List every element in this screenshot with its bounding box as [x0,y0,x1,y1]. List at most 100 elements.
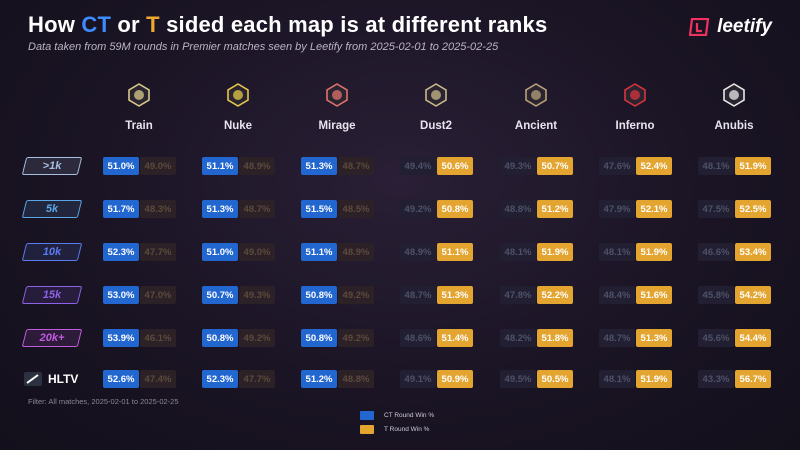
ct-win-cell: 50.8% [301,329,337,347]
filter-text: Filter: All matches, 2025-02-01 to 2025-… [28,397,179,406]
ct-win-cell: 48.1% [599,370,635,388]
t-win-cell: 47.4% [140,370,176,388]
map-header-nuke: Nuke [193,82,283,132]
t-win-cell: 51.8% [537,329,573,347]
t-win-cell: 48.3% [140,200,176,218]
ct-win-cell: 49.4% [400,157,436,175]
t-win-cell: 47.0% [140,286,176,304]
leetify-logo-icon [689,18,710,36]
t-win-cell: 48.5% [338,200,374,218]
ct-win-cell: 48.1% [500,243,536,261]
rank-label: 15k [42,289,62,301]
ct-win-cell: 50.7% [202,286,238,304]
ct-win-cell: 52.3% [103,243,139,261]
t-win-cell: 50.6% [437,157,473,175]
t-win-cell: 52.4% [636,157,672,175]
t-win-cell: 50.5% [537,370,573,388]
inferno-map-icon [624,83,646,107]
map-header-anubis: Anubis [689,82,779,132]
ct-win-cell: 49.5% [500,370,536,388]
t-win-cell: 50.8% [437,200,473,218]
ct-win-cell: 47.6% [599,157,635,175]
rank-badge: 15k [21,286,83,304]
t-win-cell: 49.0% [239,243,275,261]
title-t: T [146,12,160,37]
ct-win-cell: 51.7% [103,200,139,218]
t-win-cell: 48.9% [239,157,275,175]
ct-win-cell: 51.0% [202,243,238,261]
ct-win-cell: 51.5% [301,200,337,218]
map-header-mirage: Mirage [292,82,382,132]
ct-win-cell: 51.3% [202,200,238,218]
t-win-cell: 51.9% [735,157,771,175]
t-win-cell: 51.1% [437,243,473,261]
ct-win-cell: 45.6% [698,329,734,347]
t-win-cell: 51.9% [636,370,672,388]
t-win-cell: 52.2% [537,286,573,304]
t-win-cell: 51.3% [437,286,473,304]
t-win-cell: 49.2% [338,329,374,347]
map-name: Nuke [223,120,253,132]
ct-win-cell: 53.0% [103,286,139,304]
map-name: Dust2 [420,120,452,132]
t-win-cell: 56.7% [735,370,771,388]
ct-win-cell: 47.5% [698,200,734,218]
t-win-cell: 46.1% [140,329,176,347]
ct-win-cell: 48.7% [599,329,635,347]
ct-win-cell: 48.7% [400,286,436,304]
ct-win-cell: 53.9% [103,329,139,347]
ct-win-cell: 48.1% [698,157,734,175]
t-win-cell: 51.9% [636,243,672,261]
chart-subtitle: Data taken from 59M rounds in Premier ma… [28,41,499,53]
rank-label: HLTV [48,372,79,386]
map-header-ancient: Ancient [491,82,581,132]
ct-win-cell: 46.6% [698,243,734,261]
t-win-cell: 52.5% [735,200,771,218]
train-map-icon [128,83,150,107]
t-win-cell: 53.4% [735,243,771,261]
ct-win-cell: 48.6% [400,329,436,347]
legend-ct: CT Round Win % [360,411,434,420]
ct-win-cell: 48.1% [599,243,635,261]
ct-win-cell: 51.3% [301,157,337,175]
ct-win-cell: 51.1% [202,157,238,175]
ct-win-cell: 49.2% [400,200,436,218]
t-win-cell: 48.7% [338,157,374,175]
map-header-dust2: Dust2 [391,82,481,132]
t-win-cell: 47.7% [239,370,275,388]
t-win-cell: 48.8% [338,370,374,388]
map-header-train: Train [94,82,184,132]
dust2-map-icon [425,83,447,107]
rank-label: 20k+ [39,332,65,344]
brand: leetify [689,16,772,38]
t-win-cell: 51.2% [537,200,573,218]
ct-win-cell: 47.9% [599,200,635,218]
t-win-cell: 49.2% [239,329,275,347]
t-win-cell: 48.9% [338,243,374,261]
t-win-cell: 51.6% [636,286,672,304]
ct-win-cell: 48.2% [500,329,536,347]
t-win-cell: 49.0% [140,157,176,175]
t-win-cell: 54.2% [735,286,771,304]
map-name: Inferno [615,120,655,132]
legend-ct-label: CT Round Win % [384,412,435,419]
rank-badge-hltv: HLTV [24,370,84,388]
rank-badge: 10k [21,243,83,261]
rank-badge: 20k+ [21,329,83,347]
ct-win-cell: 51.0% [103,157,139,175]
ancient-map-icon [525,83,547,107]
legend-t: T Round Win % [360,425,429,434]
ct-win-cell: 45.8% [698,286,734,304]
map-name: Mirage [318,120,356,132]
legend-ct-swatch [360,411,374,420]
map-name: Ancient [514,120,558,132]
t-win-cell: 54.4% [735,329,771,347]
hltv-logo-icon [24,372,42,386]
t-win-cell: 51.4% [437,329,473,347]
t-win-cell: 49.3% [239,286,275,304]
map-header-inferno: Inferno [590,82,680,132]
legend-t-swatch [360,425,374,434]
ct-win-cell: 48.9% [400,243,436,261]
ct-win-cell: 52.6% [103,370,139,388]
map-name: Anubis [714,120,754,132]
